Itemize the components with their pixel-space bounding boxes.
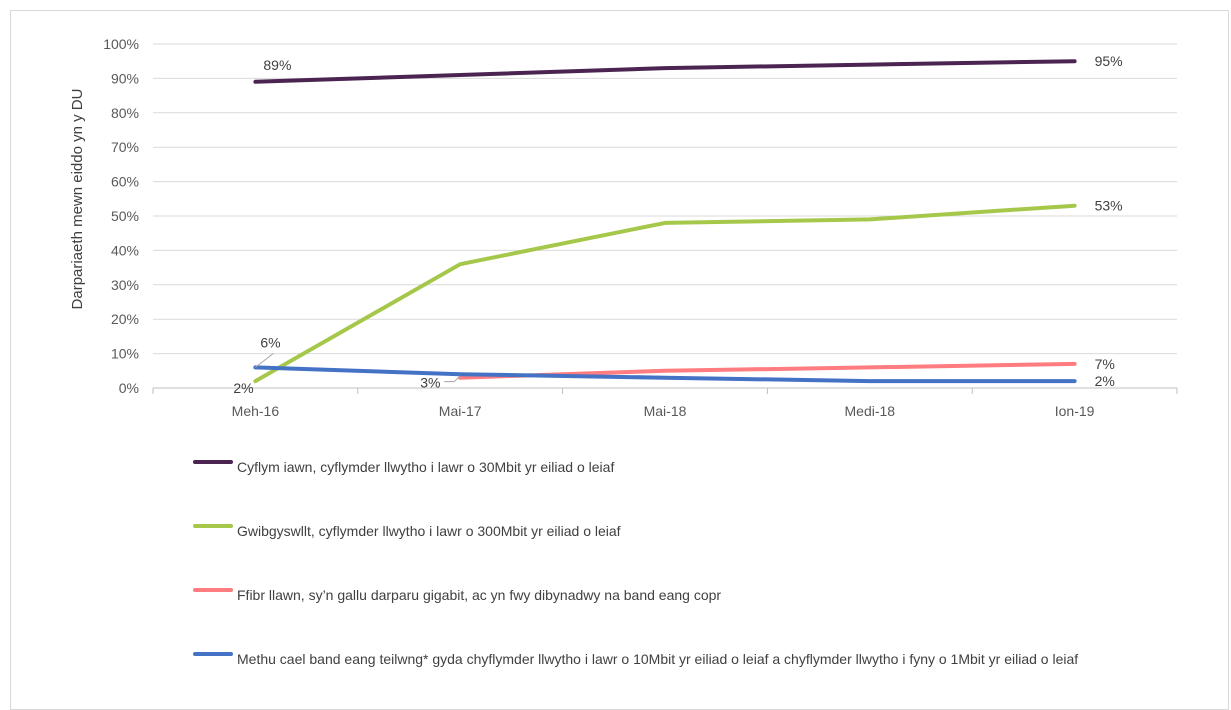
x-tick-label: Mai-17 (439, 403, 482, 419)
series-line-2 (253, 203, 1077, 384)
leader-line (444, 375, 461, 383)
y-tick-label: 10% (111, 346, 139, 362)
legend-label: Ffibr llawn, sy’n gallu darparu gigabit,… (237, 587, 722, 603)
legend-swatch (193, 588, 233, 592)
y-tick-label: 20% (111, 311, 139, 327)
legend-label: Cyflym iawn, cyflymder llwytho i lawr o … (237, 459, 615, 475)
y-tick-label: 70% (111, 139, 139, 155)
line-chart: 0% 10% 20% 30% 40% 50% 60% 70% 80% 90% 100% Meh-16 M… (69, 36, 1178, 419)
data-label-first: 89% (263, 57, 291, 73)
chart-legend: Cyflym iawn, cyflymder llwytho i lawr o … (193, 451, 1173, 675)
y-tick-label: 100% (103, 36, 139, 52)
legend-item: Methu cael band eang teilwng* gyda chyfl… (193, 643, 1173, 675)
legend-swatch (193, 652, 233, 656)
series-line-1 (253, 59, 1077, 84)
legend-label: Gwibgyswllt, cyflymder llwytho i lawr o … (237, 523, 621, 539)
leader-line (255, 352, 274, 368)
axes: 0% 10% 20% 30% 40% 50% 60% 70% 80% 90% 100% Meh-16 M… (103, 36, 1178, 419)
legend-item: Gwibgyswllt, cyflymder llwytho i lawr o … (193, 515, 1173, 547)
series-line-4 (253, 365, 1077, 384)
legend-item: Ffibr llawn, sy’n gallu darparu gigabit,… (193, 579, 1173, 611)
gridlines (153, 43, 1177, 355)
y-tick-label: 0% (119, 380, 139, 396)
data-label-first: 6% (260, 334, 280, 350)
y-tick-label: 40% (111, 242, 139, 258)
data-label-first: 3% (420, 375, 440, 391)
data-labels: 89% 95% 2% 53% 3% 7% 6% 2% (233, 53, 1122, 396)
x-tick-label: Mai-18 (644, 403, 687, 419)
x-tick-label: Ion-19 (1055, 403, 1095, 419)
data-label-last: 2% (1095, 373, 1115, 389)
series-lines (253, 59, 1077, 384)
data-label-first: 2% (233, 380, 253, 396)
y-axis-label: Darpariaeth mewn eiddo yn y DU (69, 89, 86, 310)
data-label-last: 53% (1095, 198, 1123, 214)
y-tick-label: 50% (111, 208, 139, 224)
data-label-last: 7% (1095, 356, 1115, 372)
legend-item: Cyflym iawn, cyflymder llwytho i lawr o … (193, 451, 1173, 483)
y-tick-label: 90% (111, 70, 139, 86)
y-tick-label: 60% (111, 174, 139, 190)
y-tick-label: 80% (111, 105, 139, 121)
legend-label: Methu cael band eang teilwng* gyda chyfl… (237, 651, 1079, 667)
data-label-last: 95% (1095, 53, 1123, 69)
x-tick-label: Meh-16 (232, 403, 280, 419)
y-tick-label: 30% (111, 277, 139, 293)
x-tick-label: Medi-18 (845, 403, 896, 419)
chart-frame: 0% 10% 20% 30% 40% 50% 60% 70% 80% 90% 100% Meh-16 M… (10, 10, 1229, 710)
legend-swatch (193, 460, 233, 464)
legend-swatch (193, 524, 233, 528)
